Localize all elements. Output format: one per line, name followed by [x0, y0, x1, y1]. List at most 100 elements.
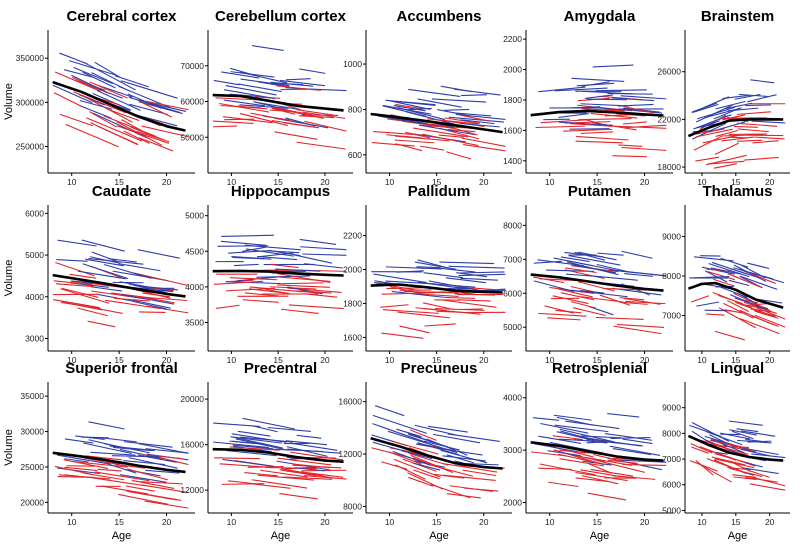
male-subject-line	[372, 423, 428, 444]
panel-title: Amygdala	[564, 8, 636, 25]
male-subject-line	[571, 289, 628, 298]
male-subject-line	[290, 442, 338, 451]
male-subject-line	[607, 412, 640, 418]
female-subject-line	[438, 134, 464, 138]
female-subject-line	[444, 124, 478, 136]
male-subject-line	[132, 299, 171, 309]
male-subject-line	[257, 256, 298, 261]
male-subject-line	[78, 104, 112, 119]
female-subject-line	[752, 140, 779, 144]
male-subject-line	[729, 294, 767, 311]
female-subject-line	[138, 295, 175, 304]
male-subject-line	[617, 459, 667, 463]
female-subject-line	[625, 300, 666, 305]
female-subject-line	[380, 304, 409, 308]
male-subject-line	[739, 275, 778, 290]
x-tick-label: 20	[320, 177, 330, 187]
female-subject-line	[560, 292, 595, 301]
male-subject-line	[145, 448, 189, 454]
female-subject-line	[269, 263, 299, 269]
female-subject-line	[73, 91, 126, 114]
female-subject-line	[393, 458, 441, 478]
female-subject-line	[622, 121, 647, 125]
female-subject-line	[733, 292, 771, 312]
female-subject-line	[393, 441, 439, 455]
male-subject-line	[558, 121, 613, 126]
panel-title: Accumbens	[396, 8, 481, 25]
female-subject-line	[94, 471, 150, 482]
panel-title: Retrosplenial	[552, 360, 647, 377]
male-subject-line	[728, 420, 763, 426]
male-subject-line	[433, 446, 483, 456]
y-tick-label: 1800	[503, 95, 522, 105]
mean-trajectory-line	[212, 269, 344, 277]
male-subject-line	[568, 254, 621, 266]
male-subject-line	[223, 89, 275, 100]
x-tick-label: 20	[640, 517, 650, 527]
male-subject-line	[213, 79, 240, 86]
mean-trajectory-line	[687, 118, 784, 138]
male-subject-line	[299, 68, 326, 74]
female-subject-line	[244, 292, 280, 297]
female-subject-line	[64, 466, 98, 472]
female-subject-line	[395, 143, 423, 152]
female-subject-line	[581, 475, 619, 485]
female-subject-line	[548, 481, 579, 488]
male-subject-line	[128, 96, 181, 113]
female-subject-line	[458, 308, 483, 311]
male-subject-line	[547, 450, 581, 457]
male-subject-line	[612, 448, 652, 456]
x-tick-label: 15	[592, 517, 602, 527]
female-subject-line	[713, 163, 737, 169]
female-subject-line	[711, 456, 746, 466]
mean-trajectory-line	[212, 447, 344, 463]
male-subject-line	[385, 266, 442, 270]
y-tick-label: 1600	[343, 332, 362, 342]
y-tick-label: 3000	[25, 333, 44, 343]
x-tick-label: 20	[479, 355, 489, 365]
female-subject-line	[721, 136, 755, 142]
subject-lines	[212, 45, 347, 150]
male-subject-line	[392, 450, 431, 466]
female-subject-line	[63, 459, 108, 469]
female-subject-line	[304, 475, 347, 480]
male-subject-line	[446, 454, 475, 464]
male-subject-line	[744, 462, 763, 468]
male-subject-line	[123, 460, 166, 466]
male-subject-line	[287, 286, 323, 295]
male-subject-line	[460, 119, 495, 125]
x-tick-label: 10	[67, 355, 77, 365]
x-tick-label: 15	[273, 177, 283, 187]
female-subject-line	[409, 429, 437, 441]
male-subject-line	[596, 263, 629, 273]
female-subject-line	[695, 128, 733, 138]
female-subject-line	[690, 443, 713, 454]
female-subject-line	[575, 140, 623, 144]
male-subject-line	[225, 280, 282, 285]
y-tick-label: 800	[348, 104, 362, 114]
female-subject-line	[619, 301, 648, 305]
female-subject-line	[260, 469, 308, 478]
female-subject-line	[707, 271, 736, 281]
female-subject-line	[736, 111, 771, 115]
male-subject-line	[71, 74, 107, 93]
male-subject-line	[97, 293, 134, 302]
female-subject-line	[298, 290, 332, 294]
male-subject-line	[253, 101, 281, 109]
female-subject-line	[248, 288, 290, 294]
female-subject-line	[283, 476, 333, 480]
female-subject-line	[415, 307, 447, 312]
male-subject-line	[57, 454, 111, 465]
female-subject-line	[131, 479, 175, 489]
mean-trajectory-line	[370, 437, 503, 470]
x-tick-label: 10	[697, 517, 707, 527]
y-tick-label: 18000	[657, 162, 681, 172]
female-subject-line	[750, 308, 773, 313]
male-subject-line	[83, 61, 136, 91]
male-subject-line	[233, 436, 282, 444]
female-subject-line	[462, 469, 497, 477]
subject-lines	[213, 417, 347, 500]
female-subject-line	[69, 273, 97, 279]
male-subject-line	[393, 105, 426, 112]
